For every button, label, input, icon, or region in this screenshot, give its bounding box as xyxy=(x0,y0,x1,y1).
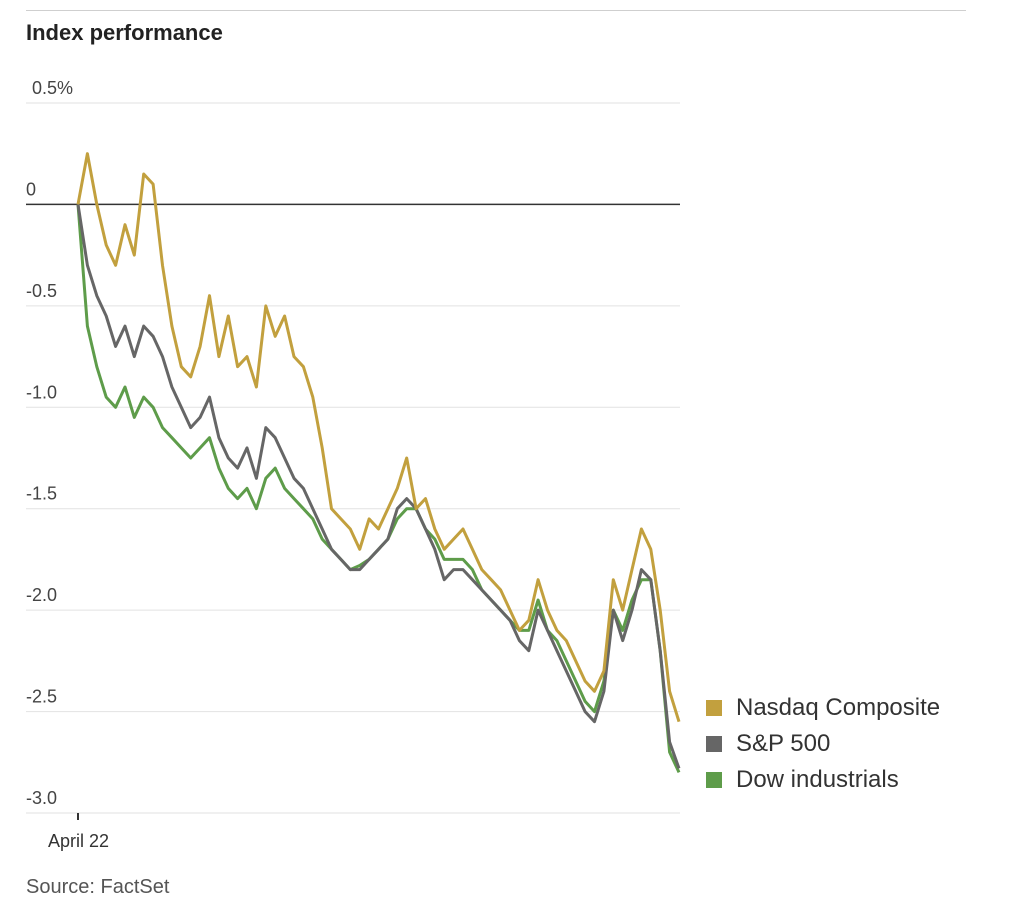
y-tick-label: -0.5 xyxy=(26,281,57,301)
legend-label-dow: Dow industrials xyxy=(736,766,899,793)
legend-swatch-dow xyxy=(706,772,722,788)
legend-item-nasdaq: Nasdaq Composite xyxy=(706,690,940,726)
legend-label-nasdaq: Nasdaq Composite xyxy=(736,694,941,721)
y-tick-label: -3.0 xyxy=(26,788,57,808)
series-line-sp500 xyxy=(76,204,681,769)
legend: Nasdaq Composite S&P 500 Dow industrials xyxy=(706,690,940,798)
y-tick-label: -1.0 xyxy=(26,382,57,402)
legend-item-dow: Dow industrials xyxy=(706,762,940,798)
y-tick-label: 0.5% xyxy=(32,78,73,98)
y-tick-label: 0 xyxy=(26,179,36,199)
y-tick-label: -1.5 xyxy=(26,484,57,504)
y-tick-label: -2.0 xyxy=(26,585,57,605)
legend-label-sp500: S&P 500 xyxy=(736,730,831,757)
grid-lines xyxy=(26,102,680,814)
legend-swatch-nasdaq xyxy=(706,700,722,716)
legend-item-sp500: S&P 500 xyxy=(706,726,940,762)
y-axis-ticks: 0.5% 0 -0.5 -1.0 -1.5 -2.0 -2.5 -3.0 xyxy=(26,78,73,808)
source-note: Source: FactSet xyxy=(26,876,170,898)
series-line-nasdaq xyxy=(76,152,681,723)
top-rule xyxy=(26,10,966,11)
x-tick-label: April 22 xyxy=(48,831,109,851)
y-tick-label: -2.5 xyxy=(26,687,57,707)
series-lines xyxy=(76,152,681,774)
x-axis: April 22 xyxy=(48,813,109,851)
legend-swatch-sp500 xyxy=(706,736,722,752)
chart-title: Index performance xyxy=(26,20,223,45)
